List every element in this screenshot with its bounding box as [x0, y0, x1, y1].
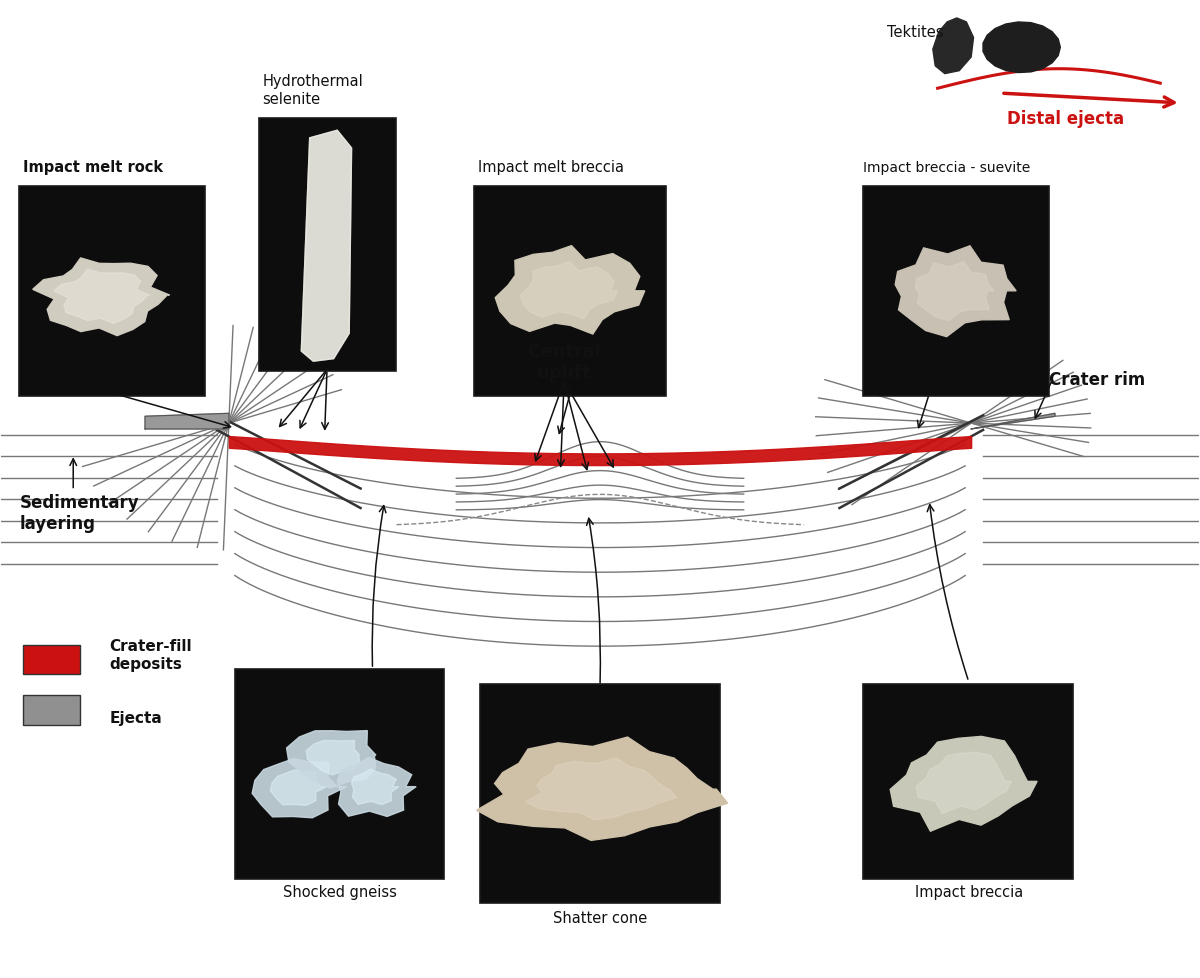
Polygon shape [496, 246, 644, 334]
Bar [19, 187, 205, 396]
Text: Shocked gneiss: Shocked gneiss [283, 884, 397, 899]
Polygon shape [32, 258, 169, 336]
Polygon shape [983, 22, 1061, 73]
Text: Hydrothermal
selenite: Hydrothermal selenite [263, 74, 364, 107]
Bar [23, 695, 80, 725]
Polygon shape [306, 740, 360, 776]
Bar [863, 187, 1049, 396]
Text: Impact melt breccia: Impact melt breccia [478, 160, 624, 175]
Polygon shape [352, 770, 398, 805]
Text: Shatter cone: Shatter cone [553, 911, 647, 925]
Polygon shape [301, 131, 352, 362]
Polygon shape [520, 262, 617, 320]
Polygon shape [895, 246, 1016, 337]
Polygon shape [916, 752, 1012, 814]
Text: Sedimentary
layering: Sedimentary layering [19, 494, 139, 533]
Text: Central
uplift: Central uplift [527, 343, 601, 381]
Text: Tektites: Tektites [887, 25, 944, 40]
Polygon shape [971, 414, 1055, 429]
Text: Impact breccia: Impact breccia [914, 884, 1022, 899]
Polygon shape [54, 270, 150, 324]
Polygon shape [337, 758, 416, 817]
Polygon shape [270, 770, 328, 806]
Text: Crater rim: Crater rim [1049, 371, 1145, 389]
Text: Impact breccia - suevite: Impact breccia - suevite [863, 161, 1031, 175]
Bar [259, 118, 396, 372]
Polygon shape [932, 19, 973, 74]
Text: Impact melt rock: Impact melt rock [23, 160, 163, 175]
Bar [235, 669, 444, 879]
Polygon shape [287, 731, 376, 788]
Text: Ejecta: Ejecta [109, 711, 162, 726]
Text: Crater-fill
deposits: Crater-fill deposits [109, 639, 192, 671]
Bar [474, 187, 666, 396]
Bar [863, 684, 1073, 879]
Text: Distal ejecta: Distal ejecta [1007, 110, 1124, 127]
Polygon shape [145, 414, 229, 429]
Polygon shape [890, 736, 1037, 831]
Bar [480, 684, 720, 904]
Polygon shape [526, 758, 677, 821]
Polygon shape [916, 262, 994, 322]
Polygon shape [252, 759, 347, 818]
Bar [23, 645, 80, 674]
Polygon shape [301, 131, 352, 362]
Polygon shape [476, 737, 727, 840]
